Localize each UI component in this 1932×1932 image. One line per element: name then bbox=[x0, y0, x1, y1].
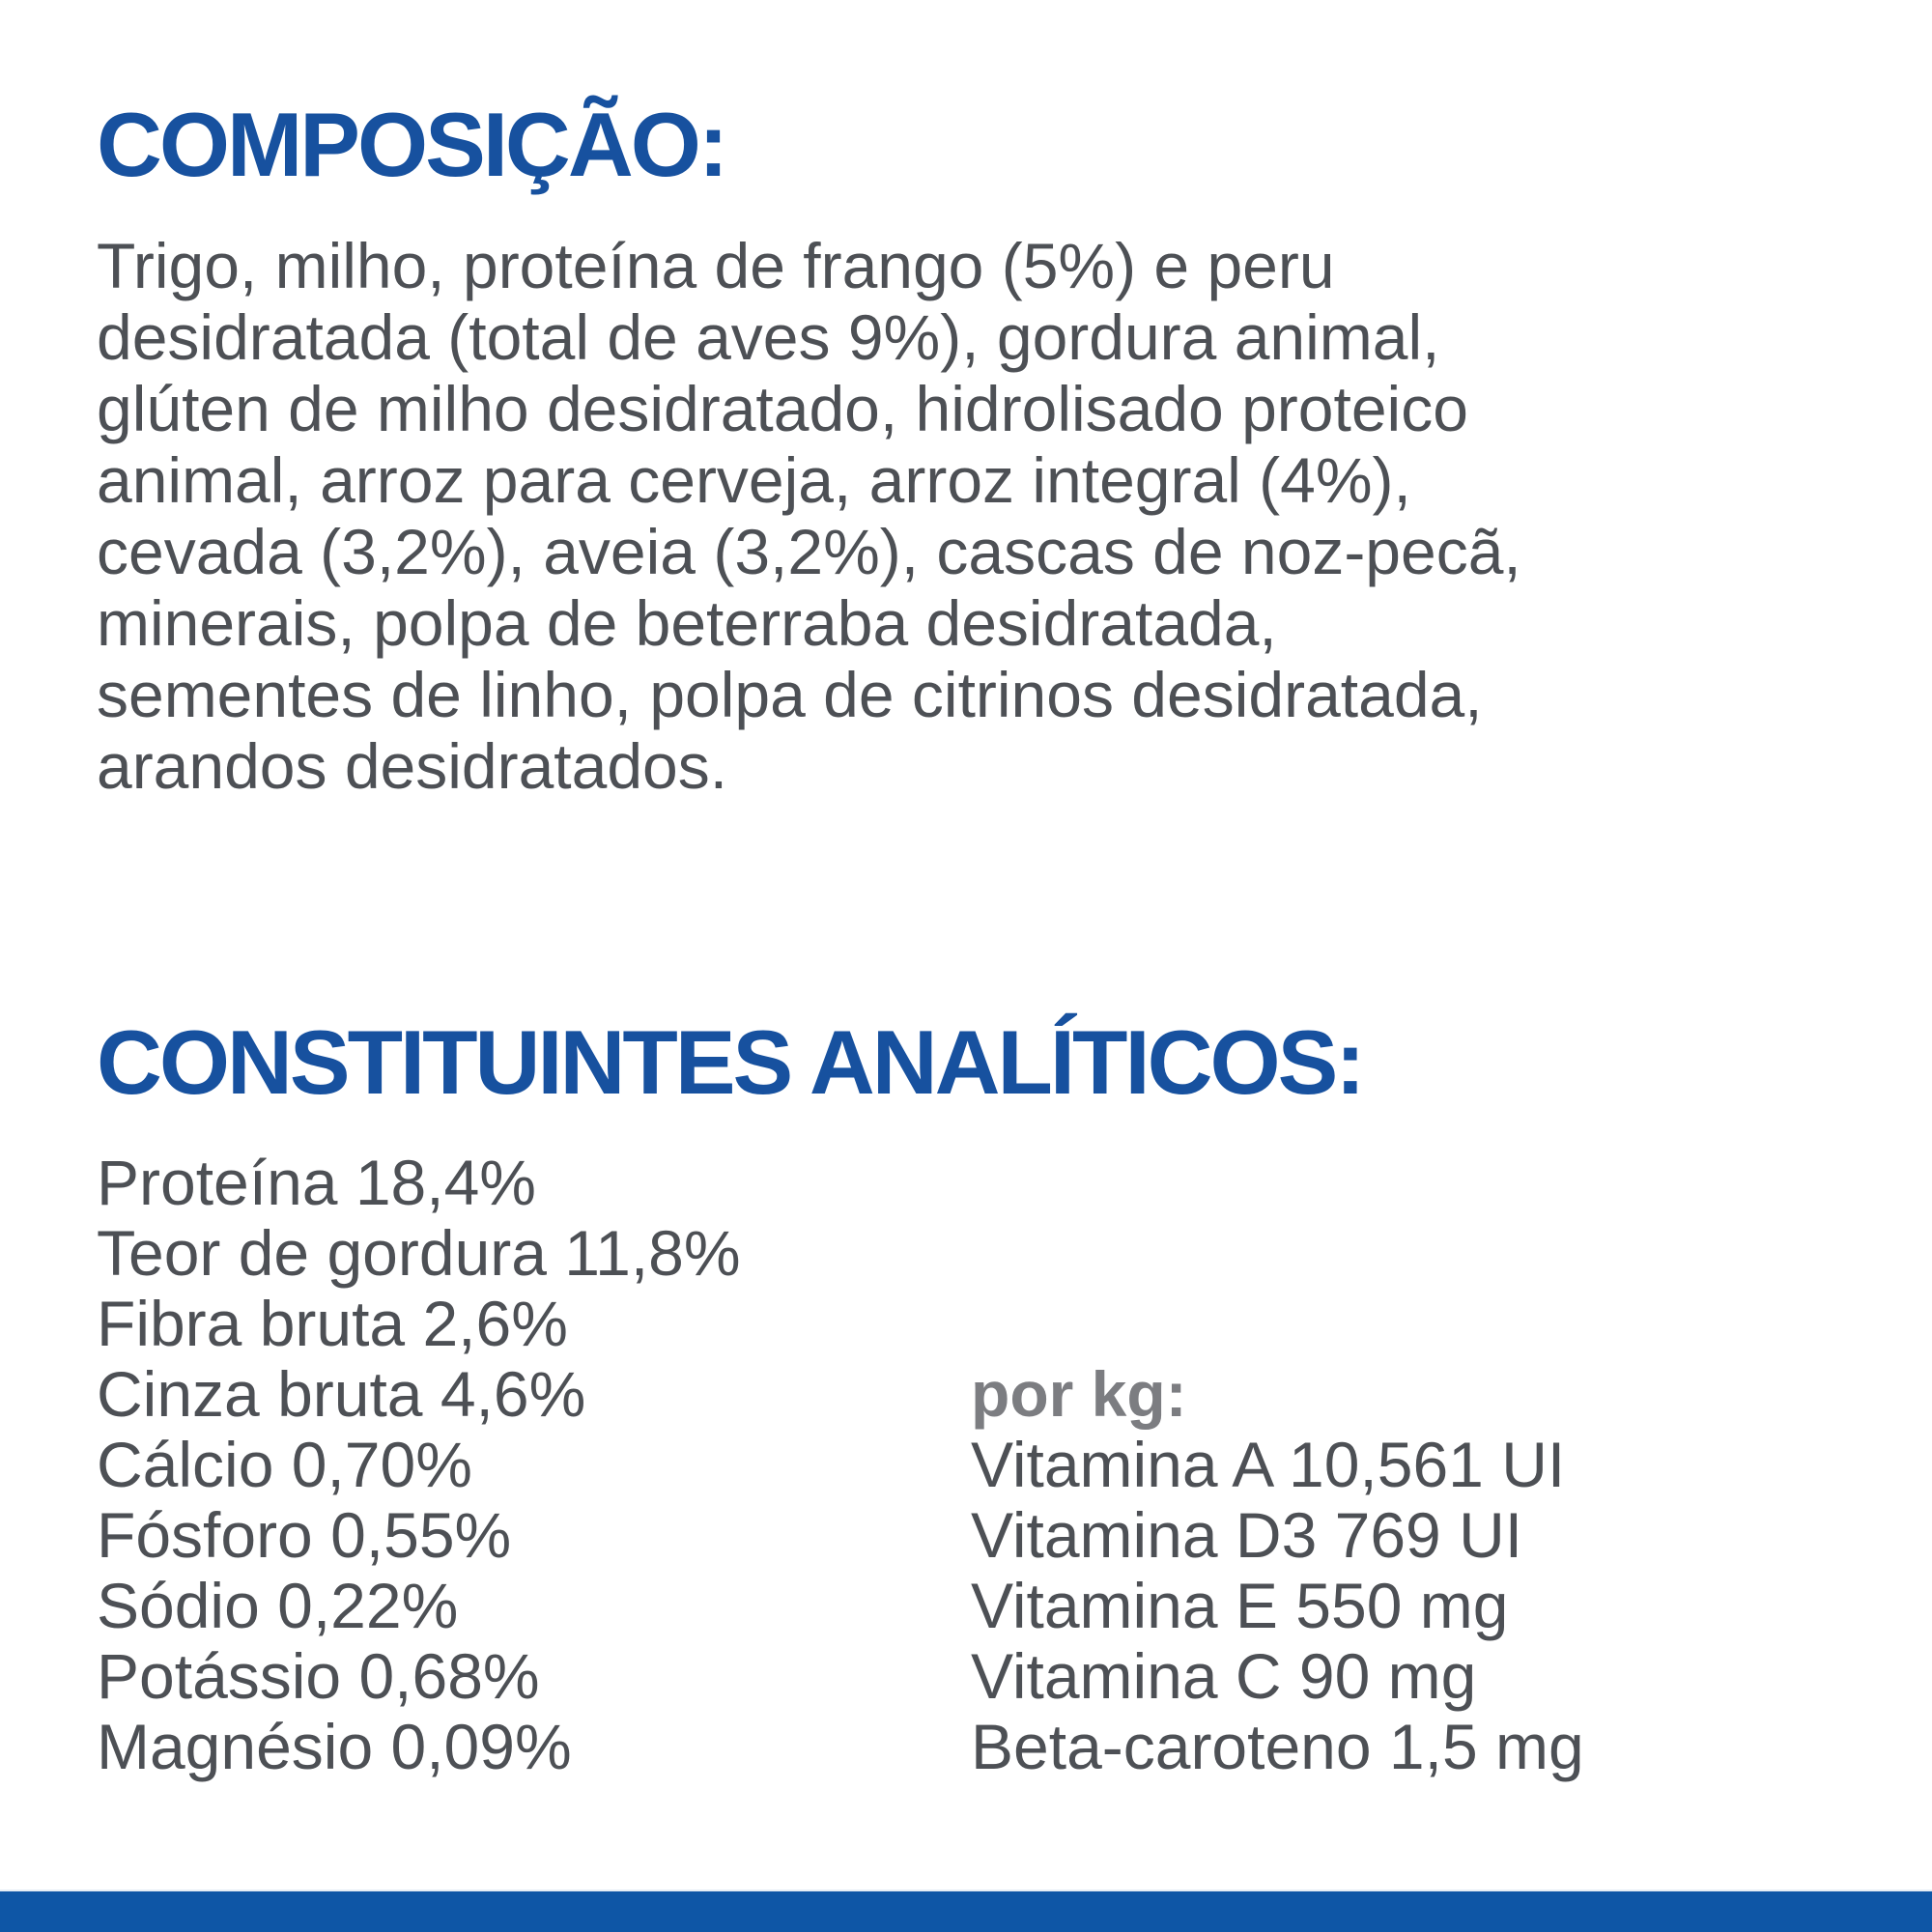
text-line: Sódio 0,22% bbox=[97, 1570, 459, 1641]
text-line: Trigo, milho, proteína de frango (5%) e … bbox=[97, 230, 1335, 301]
text-line: Potássio 0,68% bbox=[97, 1640, 540, 1712]
bottom-blue-bar bbox=[0, 1891, 1932, 1932]
text-line: glúten de milho desidratado, hidrolisado… bbox=[97, 373, 1468, 444]
analytical-constituents-heading: CONSTITUINTES ANALÍTICOS: bbox=[97, 1011, 1366, 1113]
text-line: Fibra bruta 2,6% bbox=[97, 1288, 568, 1359]
text-line: Teor de gordura 11,8% bbox=[97, 1217, 741, 1289]
composition-heading: COMPOSIÇÃO: bbox=[97, 94, 728, 195]
text-line: cevada (3,2%), aveia (3,2%), cascas de n… bbox=[97, 516, 1521, 587]
text-line: minerais, polpa de beterraba desidratada… bbox=[97, 587, 1277, 659]
analytical-values-list: Proteína 18,4% Teor de gordura 11,8% Fibra… bbox=[97, 1148, 741, 1782]
bottom-hairline bbox=[0, 1889, 1932, 1891]
text-line: Magnésio 0,09% bbox=[97, 1711, 572, 1782]
text-line: desidratada (total de aves 9%), gordura … bbox=[97, 301, 1440, 373]
text-line: sementes de linho, polpa de citrinos des… bbox=[97, 659, 1483, 730]
per-kg-label: por kg: bbox=[971, 1358, 1187, 1430]
text-line: Vitamina A 10,561 UI bbox=[971, 1429, 1566, 1500]
vitamins-list: Vitamina A 10,561 UI Vitamina D3 769 UI Vi… bbox=[971, 1430, 1584, 1782]
per-kg-block: por kg: Vitamina A 10,561 UI Vitamina D3 … bbox=[971, 1359, 1584, 1782]
text-line: Proteína 18,4% bbox=[97, 1147, 536, 1218]
text-line: Cinza bruta 4,6% bbox=[97, 1358, 586, 1430]
text-line: Beta-caroteno 1,5 mg bbox=[971, 1711, 1584, 1782]
text-line: Fósforo 0,55% bbox=[97, 1499, 512, 1571]
text-line: Vitamina C 90 mg bbox=[971, 1640, 1477, 1712]
text-line: Vitamina E 550 mg bbox=[971, 1570, 1509, 1641]
text-line: Vitamina D3 769 UI bbox=[971, 1499, 1523, 1571]
composition-ingredients-text: Trigo, milho, proteína de frango (5%) e … bbox=[97, 230, 1521, 802]
text-line: Cálcio 0,70% bbox=[97, 1429, 472, 1500]
text-line: arandos desidratados. bbox=[97, 730, 728, 802]
text-line: animal, arroz para cerveja, arroz integr… bbox=[97, 444, 1411, 516]
